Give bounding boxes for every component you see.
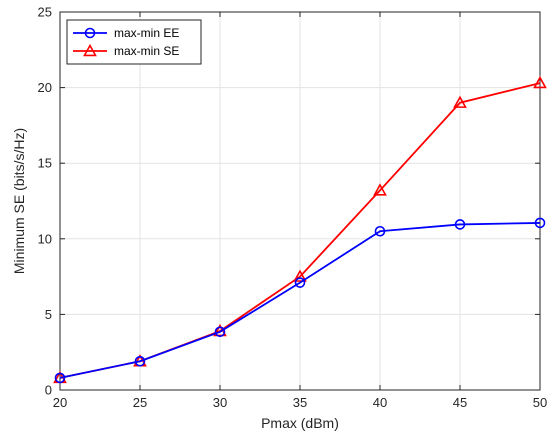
x-tick-label: 45 — [453, 395, 467, 410]
x-tick-label: 25 — [133, 395, 147, 410]
series-line-max-min-ee — [59, 222, 541, 379]
data-point-max-min-ee — [534, 217, 546, 229]
data-point-max-min-se — [373, 183, 387, 196]
y-tick-label: 10 — [38, 231, 52, 246]
legend-box — [66, 19, 202, 65]
legend-marker-max-min-ee — [84, 27, 96, 39]
y-tick-label: 5 — [45, 307, 52, 322]
y-tick-label: 0 — [45, 383, 52, 398]
legend: max-min EE max-min SE — [66, 19, 202, 65]
series-group — [53, 75, 547, 384]
x-tick-label: 50 — [533, 395, 547, 410]
y-tick-label: 20 — [38, 80, 52, 95]
data-point-max-min-ee — [374, 225, 386, 237]
x-axis-label: Pmax (dBm) — [261, 415, 339, 431]
data-point-max-min-ee — [134, 355, 146, 367]
data-point-max-min-ee — [454, 219, 466, 230]
data-point-max-min-ee — [294, 277, 306, 288]
legend-label-max-min-ee: max-min EE — [114, 26, 179, 40]
data-point-max-min-se — [533, 75, 547, 89]
legend-marker-max-min-se — [83, 43, 97, 57]
x-tick-label: 35 — [293, 395, 307, 410]
y-axis-label: Minimum SE (bits/s/Hz) — [11, 128, 27, 274]
legend-label-max-min-se: max-min SE — [114, 44, 179, 58]
x-tick-label: 20 — [53, 395, 67, 410]
x-tick-label: 30 — [213, 395, 227, 410]
axes: 20 25 30 35 40 45 50 0 5 10 15 20 25 — [38, 5, 548, 411]
x-tick-label: 40 — [373, 395, 387, 410]
data-point-max-min-ee — [54, 372, 66, 384]
y-tick-label: 15 — [38, 156, 52, 171]
data-point-max-min-se — [453, 95, 467, 108]
data-point-max-min-ee — [214, 326, 226, 338]
y-tick-label: 25 — [38, 5, 52, 20]
data-point-max-min-se — [293, 269, 307, 282]
